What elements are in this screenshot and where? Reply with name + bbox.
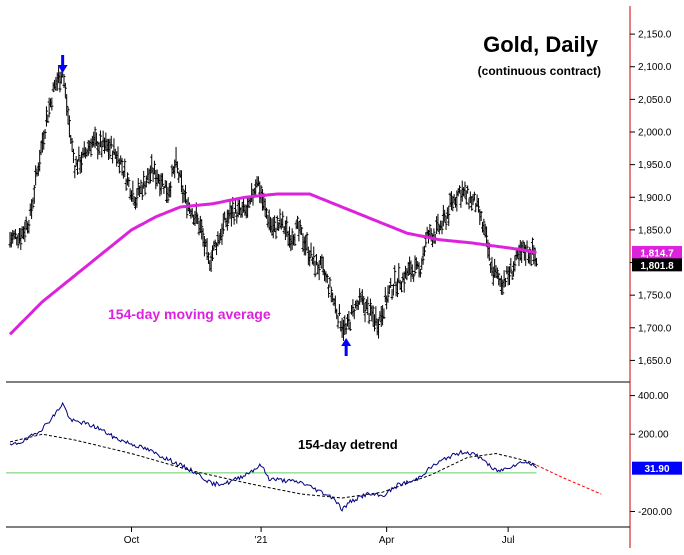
down-arrow-icon [57,55,68,73]
detrend-line [9,401,537,512]
detrend-y-tick-label: -200.00 [638,507,672,518]
detrend-value-tag [632,461,682,475]
cycle-projection [536,464,602,495]
price-panel [8,55,538,356]
price-y-tick-label: 1,750.0 [638,291,672,302]
price-y-tick-label: 1,900.0 [638,193,672,204]
annotations: Gold, Daily (continuous contract) 154-da… [108,32,601,452]
last-price-tag [632,258,682,272]
price-y-tick-label: 2,150.0 [638,30,672,41]
chart-title: Gold, Daily [483,32,599,57]
price-y-tick-label: 1,850.0 [638,225,672,236]
detrend-y-tick-label: 200.00 [638,430,669,441]
x-tick-label: Apr [379,535,395,546]
price-y-tick-label: 2,050.0 [638,95,672,106]
price-y-tick-label: 1,700.0 [638,323,672,334]
detrend-y-tick-label: 400.00 [638,391,669,402]
detrend-value-text: 31.90 [644,464,669,475]
x-tick-label: Oct [124,535,140,546]
price-y-tick-label: 2,000.0 [638,128,672,139]
x-tick-label: Jul [502,535,515,546]
moving-average-line [8,192,537,336]
ma-value-tag [632,245,682,259]
price-y-tick-label: 1,650.0 [638,356,672,367]
detrend-panel [6,401,602,512]
cycle-curve [9,433,537,499]
last-price-text: 1,801.8 [640,261,674,272]
x-tick-label: '21 [255,535,268,546]
up-arrow-icon [341,338,352,356]
chart-subtitle: (continuous contract) [478,64,601,78]
axes: 2,150.0 2,100.0 2,050.0 2,000.0 1,950.0 1,900… [6,6,682,548]
moving-average-label: 154-day moving average [108,306,271,322]
ma-value-text: 1,814.7 [640,248,674,259]
price-y-tick-label: 2,100.0 [638,62,672,73]
price-y-tick-label: 1,950.0 [638,160,672,171]
detrend-label: 154-day detrend [298,437,398,452]
